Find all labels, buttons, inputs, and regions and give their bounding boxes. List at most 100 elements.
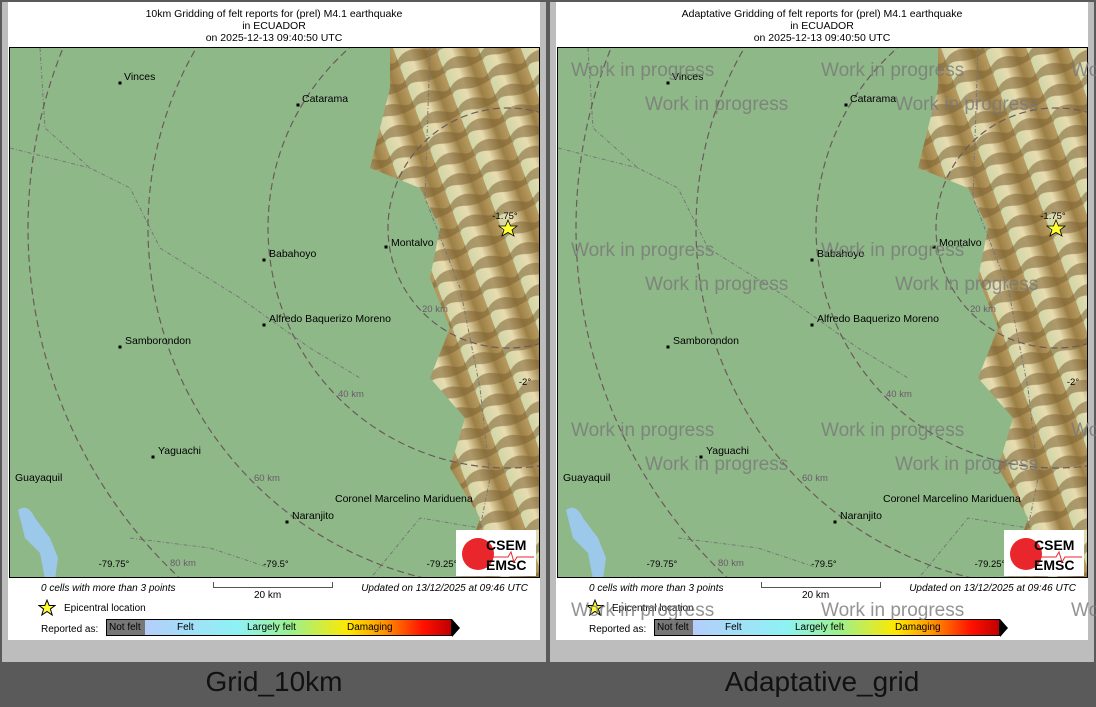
distance-label: 60 km	[802, 473, 828, 484]
lat-label: -2°	[519, 377, 531, 388]
map-title: Adaptative Gridding of felt reports for …	[556, 8, 1088, 44]
city-marker	[666, 345, 670, 349]
city-label: Coronel Marcelino Mariduena	[335, 493, 473, 505]
legend-largely-felt: Largely felt	[795, 622, 844, 633]
scale-bar	[761, 582, 881, 588]
water-body	[18, 507, 58, 577]
legend-arrow-icon	[1000, 619, 1008, 637]
distance-label: 80 km	[718, 558, 744, 569]
city-marker	[932, 245, 936, 249]
scale-bar	[213, 582, 333, 588]
city-label: Babahoyo	[269, 248, 316, 260]
watermark-text: Work in progress	[645, 274, 789, 295]
distance-label: 40 km	[886, 389, 912, 400]
watermark-text: Work in progress	[895, 94, 1039, 115]
distance-label: 40 km	[338, 389, 364, 400]
city-label: Catarama	[302, 93, 348, 105]
city-marker	[699, 455, 703, 459]
legend-arrow-icon	[452, 619, 460, 637]
panel-caption: Adaptative_grid	[724, 666, 920, 697]
lon-label: -79.25°	[975, 559, 1006, 570]
map-sheet: Adaptative Gridding of felt reports for …	[556, 2, 1088, 640]
city-label: Guayaquil	[563, 472, 610, 484]
water-body	[566, 507, 606, 577]
title-line: on 2025-12-13 09:40:50 UTC	[205, 32, 343, 44]
lon-label: -79.75°	[99, 559, 130, 570]
legend-damaging: Damaging	[895, 622, 941, 633]
watermark-text: Work in progress	[1071, 60, 1096, 81]
epicenter-star-icon	[1045, 218, 1067, 237]
watermark-text: Work in progress	[895, 274, 1039, 295]
distance-ring	[575, 48, 728, 577]
city-marker	[118, 81, 122, 85]
city-label: Naranjito	[840, 510, 882, 522]
intensity-legend-bar: Not felt Felt Largely felt Damaging	[106, 619, 452, 636]
distance-label: 20 km	[970, 304, 996, 315]
city-label: Alfredo Baquerizo Moreno	[269, 313, 391, 325]
city-label: Vinces	[124, 71, 155, 83]
map-panel-0: 10km Gridding of felt reports for (prel)…	[2, 2, 546, 662]
legend-felt: Felt	[177, 622, 194, 633]
cells-note: 0 cells with more than 3 points	[41, 583, 176, 594]
csem-emsc-logo: CSEM EMSC	[456, 530, 536, 576]
city-marker	[296, 103, 300, 107]
epicenter-star-icon	[497, 218, 519, 237]
lon-label: -79.75°	[647, 559, 678, 570]
city-marker	[833, 520, 837, 524]
relief-area	[918, 48, 1087, 577]
watermark-text: Work in progress	[645, 94, 789, 115]
distance-ring	[815, 48, 1087, 469]
city-label: Montalvo	[939, 237, 982, 249]
city-label: Yaguachi	[158, 445, 201, 457]
lon-label: -79.5°	[263, 559, 289, 570]
title-line: in ECUADOR	[790, 20, 854, 32]
city-marker	[118, 345, 122, 349]
title-line: in ECUADOR	[242, 20, 306, 32]
city-label: Montalvo	[391, 237, 434, 249]
title-line: on 2025-12-13 09:40:50 UTC	[753, 32, 891, 44]
svg-text:EMSC: EMSC	[486, 557, 526, 573]
lon-label: -79.25°	[427, 559, 458, 570]
epicenter-legend-label: Epicentral location	[64, 603, 146, 614]
city-label: Vinces	[672, 71, 703, 83]
distance-label: 20 km	[422, 304, 448, 315]
distance-ring	[935, 107, 1087, 349]
svg-text:CSEM: CSEM	[1034, 537, 1074, 553]
map-view[interactable]: 20 km 40 km 60 km 80 km Vinces Catarama Ba…	[9, 47, 540, 578]
city-marker	[262, 258, 266, 262]
watermark-text: Work in progress	[821, 420, 965, 441]
watermark-text: Work in progress	[571, 60, 715, 81]
updated-timestamp: Updated on 13/12/2025 at 09:46 UTC	[361, 583, 528, 594]
distance-label: 60 km	[254, 473, 280, 484]
watermark-text: Work in progress	[1071, 600, 1096, 621]
province-boundary	[10, 48, 491, 577]
map-view[interactable]: 20 km 40 km 60 km 80 km Vinces Catarama Ba…	[557, 47, 1088, 578]
legend-felt: Felt	[725, 622, 742, 633]
map-sheet: 10km Gridding of felt reports for (prel)…	[8, 2, 540, 640]
watermark-text: Work in progress	[571, 600, 715, 621]
svg-text:CSEM: CSEM	[486, 537, 526, 553]
city-label: Samborondon	[125, 335, 191, 347]
reported-as-label: Reported as:	[41, 624, 99, 635]
watermark-text: Work in progress	[821, 60, 965, 81]
city-label: Catarama	[850, 93, 896, 105]
distance-label: 80 km	[170, 558, 196, 569]
svg-text:EMSC: EMSC	[1034, 557, 1074, 573]
city-label: Samborondon	[673, 335, 739, 347]
title-line: Adaptative Gridding of felt reports for …	[681, 8, 963, 20]
watermark-text: Work in progress	[895, 454, 1039, 475]
map-panel-1: Adaptative Gridding of felt reports for …	[550, 2, 1096, 662]
lat-label: -1.75°	[1040, 211, 1066, 222]
city-label: Babahoyo	[817, 248, 864, 260]
province-boundary	[558, 48, 1039, 577]
legend-not-felt: Not felt	[109, 622, 141, 633]
city-marker	[262, 323, 266, 327]
city-marker	[810, 323, 814, 327]
watermark-text: Work in progress	[1071, 420, 1096, 441]
epicenter-legend-star-icon	[586, 599, 604, 617]
city-marker	[666, 81, 670, 85]
map-title: 10km Gridding of felt reports for (prel)…	[8, 8, 540, 44]
legend-not-felt: Not felt	[657, 622, 689, 633]
distance-ring	[387, 107, 539, 349]
csem-emsc-logo: CSEM EMSC	[1004, 530, 1084, 576]
